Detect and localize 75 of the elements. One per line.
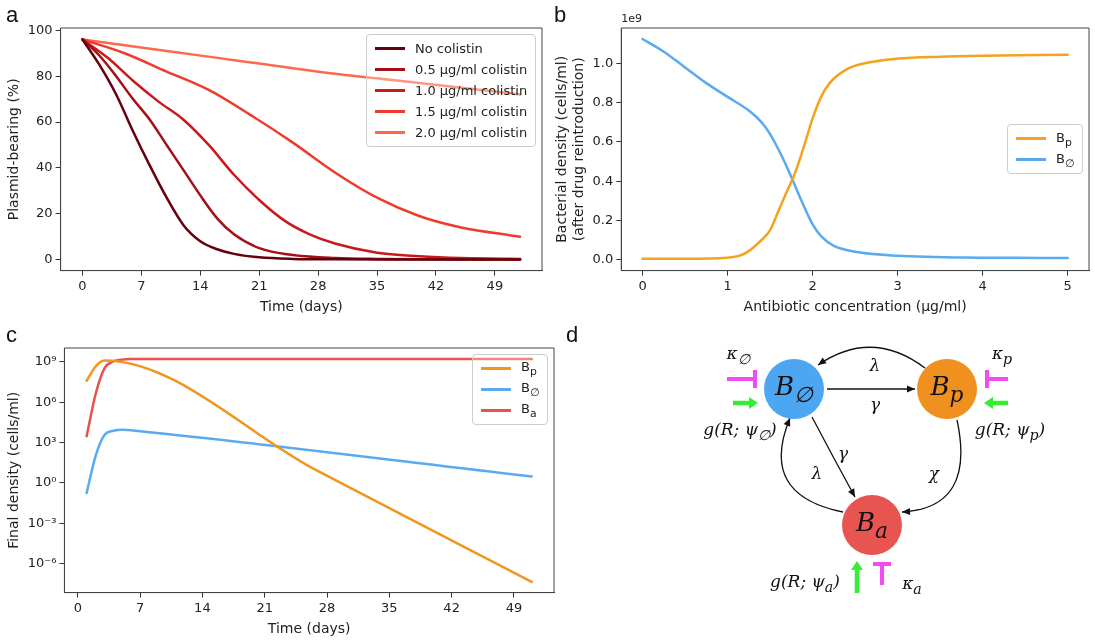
chart-title: c xyxy=(6,322,17,348)
x-tick-label: 14 xyxy=(192,277,209,293)
y-tick-label: 20 xyxy=(36,205,53,221)
y-tick-label: 100 xyxy=(27,21,53,37)
x-tick-label: 7 xyxy=(135,599,145,615)
x-axis-title: Antibiotic concentration (μg/ml) xyxy=(743,298,967,315)
x-tick-label: 42 xyxy=(427,277,445,293)
legend-label: B$_{∅}$ xyxy=(521,380,540,399)
x-tick-label: 1 xyxy=(723,277,732,293)
text: λ xyxy=(811,463,823,483)
text: g(R; ψ$_{∅}$) xyxy=(703,419,777,443)
text: 1e9 xyxy=(621,12,643,26)
text: κ$_{p}$ xyxy=(991,343,1013,367)
x-tick-label: 28 xyxy=(309,277,327,293)
y-tick-label: 10⁶ xyxy=(34,393,57,409)
chart-title: a xyxy=(6,2,19,28)
x-axis-title: Time (days) xyxy=(266,620,351,637)
x-tick-label: 5 xyxy=(1063,277,1072,293)
y-tick-label: 0.8 xyxy=(592,94,614,110)
text: B$_{a}$ xyxy=(855,507,889,543)
y-tick-label: 10⁻⁶ xyxy=(27,554,57,570)
x-tick-label: 4 xyxy=(978,277,987,293)
legend-label: B$_{∅}$ xyxy=(1056,150,1075,170)
x-tick-label: 21 xyxy=(250,277,268,293)
y-tick-label: 80 xyxy=(36,67,53,83)
legend-label: 1.5 μg/ml colistin xyxy=(415,104,528,119)
text: κ$_{a}$ xyxy=(902,573,922,597)
text: λ xyxy=(869,355,881,375)
y-tick-label: 0 xyxy=(44,250,53,266)
x-tick-label: 49 xyxy=(486,277,504,293)
y-tick-label: 10⁰ xyxy=(34,474,57,490)
x-tick-label: 0 xyxy=(638,277,647,293)
y-axis-title: Plasmid-bearing (%) xyxy=(5,78,22,221)
x-tick-label: 42 xyxy=(443,599,460,615)
legend-label: B$_{a}$ xyxy=(521,401,537,420)
x-tick-label: 0 xyxy=(78,277,87,293)
text: κ$_{∅}$ xyxy=(726,343,750,367)
x-tick-label: 35 xyxy=(368,277,386,293)
y-tick-label: 40 xyxy=(36,159,53,175)
y-tick-label: 10⁹ xyxy=(34,353,57,369)
x-tick-label: 0 xyxy=(73,599,82,615)
text: B$_{∅}$ xyxy=(774,371,814,407)
legend-label: No colistin xyxy=(415,41,483,56)
text: B$_{p}$ xyxy=(930,371,964,407)
y-tick-label: 0.4 xyxy=(592,172,614,188)
y-tick-label: 0.0 xyxy=(592,250,614,266)
text: γ xyxy=(869,394,881,414)
x-tick-label: 49 xyxy=(505,599,523,615)
y-tick-label: 0.6 xyxy=(592,133,614,149)
y-axis-title: Bacterial density (cells/ml) (after drug reintroduction) xyxy=(553,55,586,243)
x-tick-label: 14 xyxy=(194,599,211,615)
y-tick-label: 10⁻³ xyxy=(27,514,57,530)
text: γ xyxy=(837,443,849,463)
legend-label: 2.0 μg/ml colistin xyxy=(415,125,528,140)
legend-label: B$_{p}$ xyxy=(1056,129,1072,149)
y-axis-title: Final density (cells/ml) xyxy=(5,391,22,549)
y-tick-label: 10³ xyxy=(34,433,57,449)
y-tick-label: 1.0 xyxy=(592,54,614,70)
legend-label: 0.5 μg/ml colistin xyxy=(415,62,528,77)
x-tick-label: 21 xyxy=(256,599,273,615)
y-tick-label: 0.2 xyxy=(592,211,614,227)
x-tick-label: 2 xyxy=(808,277,817,293)
chart-title: b xyxy=(554,2,567,28)
legend-label: B$_{p}$ xyxy=(521,359,537,378)
x-tick-label: 3 xyxy=(893,277,902,293)
text: χ xyxy=(928,463,940,483)
text: g(R; ψ$_{p}$) xyxy=(974,419,1046,443)
y-tick-label: 60 xyxy=(36,113,53,129)
x-tick-label: 28 xyxy=(318,599,336,615)
text: g(R; ψ$_{a}$) xyxy=(770,571,840,595)
x-tick-label: 7 xyxy=(137,277,146,293)
text: d xyxy=(566,322,579,348)
x-tick-label: 35 xyxy=(381,599,398,615)
line-series xyxy=(85,428,533,495)
x-axis-title: Time (days) xyxy=(258,298,343,315)
